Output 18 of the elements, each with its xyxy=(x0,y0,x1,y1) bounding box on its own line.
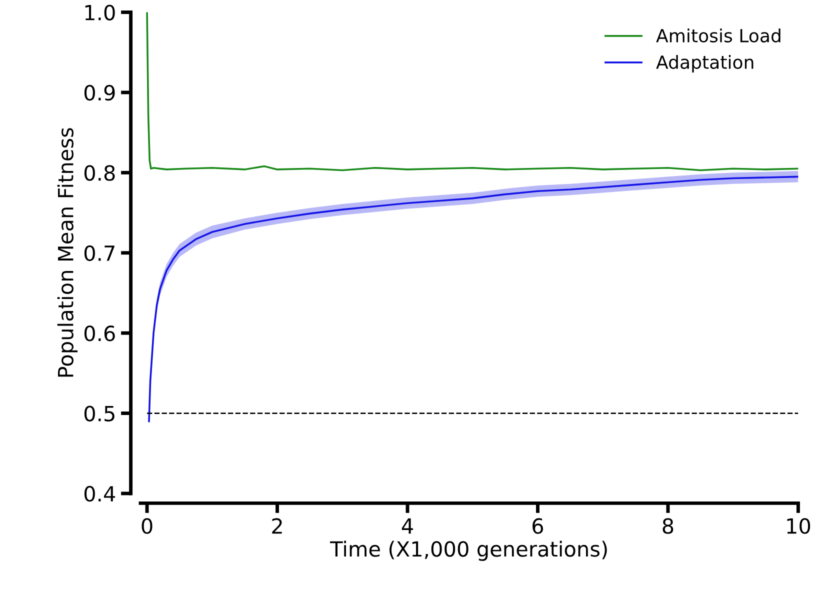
x-tick-label: 8 xyxy=(662,518,674,534)
y-axis-title: Population Mean Fitness xyxy=(57,128,78,377)
y-tick-label: 0.4 xyxy=(84,486,116,502)
y-tick-label: 0.9 xyxy=(84,84,115,101)
y-tick-label: 0.5 xyxy=(84,406,114,422)
legend-label: Adaptation xyxy=(656,55,754,72)
x-tick-label: 0 xyxy=(142,518,152,534)
x-tick-label: 6 xyxy=(532,518,544,534)
y-tick-label: 0.8 xyxy=(84,165,115,181)
legend-label: Amitosis Load xyxy=(656,28,780,42)
x-axis-title: Time (X1,000 generations) xyxy=(330,540,607,561)
line-series xyxy=(146,12,798,172)
x-tick-label: 4 xyxy=(402,518,413,534)
y-tick-label: 1.0 xyxy=(85,4,115,20)
y-tick-label: 0.6 xyxy=(84,326,115,342)
x-tick-label: 2 xyxy=(272,518,282,534)
x-tick-label: 10 xyxy=(787,518,810,534)
y-tick-label: 0.7 xyxy=(84,245,114,262)
